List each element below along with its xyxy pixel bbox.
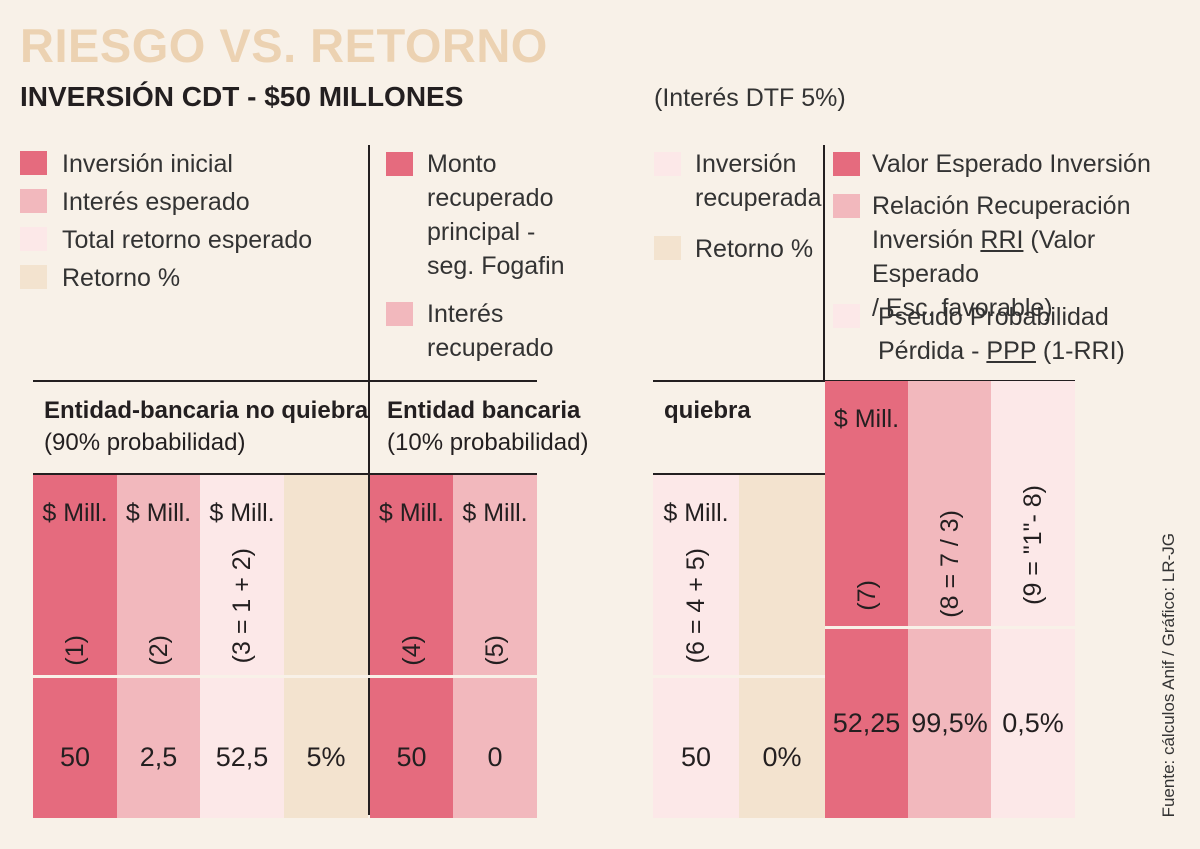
legend-item: Monto recuperado principal - seg. Fogafi… [427, 150, 565, 280]
legend-item: Inversión inicial [62, 150, 233, 178]
page-title: RIESGO VS. RETORNO [20, 19, 548, 72]
value-4: 50 [396, 742, 427, 772]
legend-item: Retorno % [695, 235, 814, 263]
swatch-inversion-recuperada [654, 152, 681, 176]
swatch-inversion-inicial [20, 151, 47, 175]
value-retorno-1: 5% [306, 742, 346, 772]
row-separator [653, 675, 825, 678]
section-probability: (90% probabilidad) [44, 429, 246, 456]
swatch-interes-esperado [20, 189, 47, 213]
column-7 [825, 381, 908, 818]
unit-label: $ Mill. [42, 499, 108, 527]
value-retorno-2: 0% [762, 742, 802, 772]
column-8 [908, 381, 991, 818]
swatch-retorno [20, 265, 47, 289]
source-credit: Fuente: cálculos Anif / Gráfico: LR-JG [1159, 533, 1178, 818]
legend-line: Relación Recuperación [872, 192, 1131, 220]
unit-label: $ Mill. [125, 499, 192, 527]
legend-item: Interés esperado [62, 188, 250, 216]
value-7: 52,25 [832, 708, 901, 738]
legend-item: Valor Esperado Inversión [872, 150, 1151, 178]
legend-line: Pérdida - PPP (1-RRI) [878, 334, 1125, 368]
swatch-retorno-quiebra [654, 236, 681, 260]
divider-horizontal [653, 473, 825, 475]
legend-item: Pseudo Probabilidad Pérdida - PPP (1-RRI… [878, 300, 1125, 368]
section-title: Entidad bancaria [387, 397, 581, 424]
column-label: (1) [61, 635, 89, 666]
column-4 [370, 475, 453, 818]
unit-label: $ Mill. [378, 499, 445, 527]
column-label: (6 = 4 + 5) [682, 548, 710, 664]
column-label: (9 = "1"- 8) [1019, 485, 1047, 605]
swatch-ppp [833, 304, 860, 328]
legend-item: Relación Recuperación Inversión RRI (Val… [872, 189, 1200, 325]
row-separator [825, 626, 1075, 629]
swatch-rri [833, 194, 860, 218]
divider-horizontal [33, 473, 537, 475]
value-5: 0 [487, 742, 503, 772]
rri-abbr: RRI [980, 226, 1024, 254]
section-quiebra: Entidad bancaria (10% probabilidad) [387, 395, 588, 459]
divider-vertical [368, 145, 370, 815]
interest-note: (Interés DTF 5%) [654, 84, 846, 112]
legend-item: Retorno % [62, 264, 181, 292]
divider-vertical [823, 145, 825, 381]
legend-line: Inversión RRI (Valor Esperado [872, 223, 1200, 291]
value-3: 52,5 [215, 742, 269, 772]
section-title: Entidad-bancaria no quiebra [44, 397, 369, 424]
unit-label: $ Mill. [462, 499, 528, 527]
legend-text: (1-RRI) [1035, 337, 1125, 365]
value-1: 50 [59, 742, 91, 772]
section-no-quiebra: Entidad-bancaria no quiebra (90% probabi… [44, 395, 368, 459]
legend-text: Inversión [872, 226, 981, 254]
legend-item: Inversión recuperada [695, 150, 822, 212]
ppp-abbr: PPP [986, 337, 1036, 365]
legend-item: Total retorno esperado [62, 226, 313, 254]
column-1 [33, 475, 117, 818]
column-9 [991, 381, 1075, 818]
divider-horizontal [33, 380, 537, 382]
value-2: 2,5 [139, 742, 178, 772]
legend-line: / Esc. favorable) [872, 294, 1053, 322]
legend-text: (Valor Esperado [872, 226, 1096, 288]
column-retorno-2 [739, 475, 825, 818]
value-6: 50 [680, 742, 712, 772]
column-6 [653, 475, 739, 818]
unit-label: $ Mill. [209, 499, 275, 527]
column-label: (8 = 7 / 3) [936, 510, 964, 618]
column-label: (7) [853, 580, 881, 611]
page-subtitle: INVERSIÓN CDT - $50 MILLONES [20, 81, 464, 112]
swatch-total-retorno [20, 227, 47, 251]
swatch-valor-esperado [833, 152, 860, 176]
column-label: (4) [398, 635, 426, 666]
row-separator [33, 675, 537, 678]
column-5 [453, 475, 537, 818]
legend-text: Pérdida - [878, 337, 987, 365]
column-3 [200, 475, 284, 818]
unit-label: $ Mill. [833, 405, 900, 433]
column-label: (5) [481, 635, 509, 666]
column-retorno-1 [284, 475, 368, 818]
swatch-interes-recuperado [386, 302, 413, 326]
column-2 [117, 475, 200, 818]
column-label: (3 = 1 + 2) [228, 548, 256, 664]
swatch-monto-recuperado [386, 152, 413, 176]
unit-label: $ Mill. [663, 499, 729, 527]
legend-item: Interés recuperado [427, 300, 554, 362]
value-9: 0,5% [1002, 708, 1064, 738]
section-probability: (10% probabilidad) [387, 429, 589, 456]
section-title-quiebra: quiebra [664, 397, 751, 424]
legend-line: Pseudo Probabilidad [878, 303, 1109, 331]
value-8: 99,5% [911, 708, 988, 738]
column-label: (2) [145, 635, 173, 666]
